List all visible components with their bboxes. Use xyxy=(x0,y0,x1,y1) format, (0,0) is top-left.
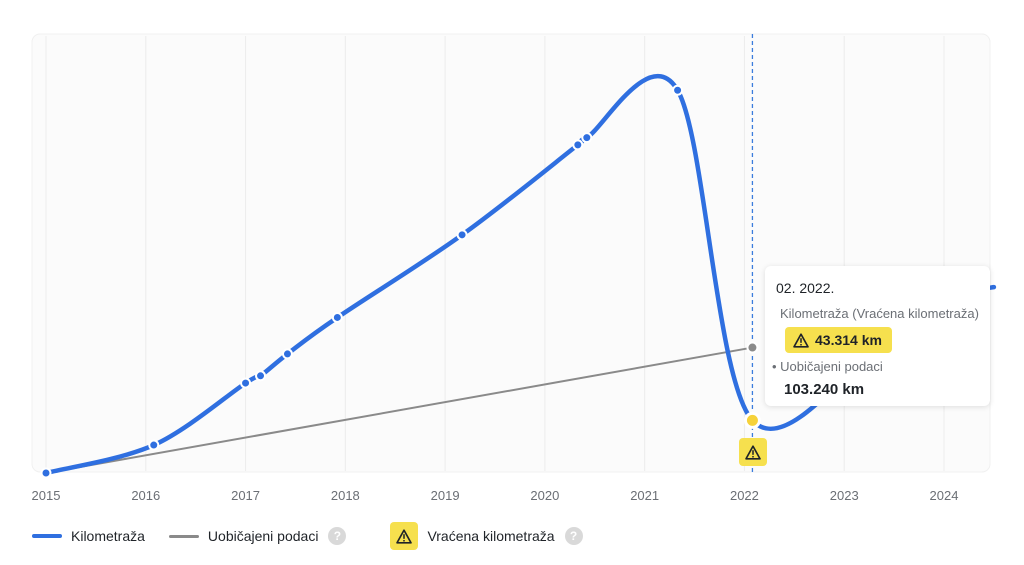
series-line-typical xyxy=(45,346,753,474)
rollback-highlight-point[interactable] xyxy=(743,411,761,429)
data-point[interactable] xyxy=(456,229,468,241)
legend-swatch-kilometraza xyxy=(32,534,62,538)
x-tick-label: 2015 xyxy=(32,488,61,503)
x-tick-label: 2023 xyxy=(830,488,859,503)
rollback-marker[interactable] xyxy=(739,438,767,466)
tooltip-date: 02. 2022. xyxy=(776,280,835,296)
x-axis-ticks: 2015 2016 2017 2018 2019 2020 2021 2022 2023 2024 xyxy=(32,488,959,503)
x-tick-label: 2018 xyxy=(331,488,360,503)
warning-icon xyxy=(745,444,761,460)
data-point[interactable] xyxy=(672,84,684,96)
legend-label-kilometraza: Kilometraža xyxy=(71,528,145,544)
legend-label-typical: Uobičajeni podaci xyxy=(207,528,319,544)
chart-legend: Kilometraža Uobičajeni podaci ? Vraćena … xyxy=(32,522,597,550)
tooltip-rollback-badge: 43.314 km xyxy=(785,327,892,353)
data-point[interactable] xyxy=(240,377,252,389)
legend-item-rollback[interactable]: Vraćena kilometraža ? xyxy=(360,522,583,550)
x-tick-label: 2021 xyxy=(630,488,659,503)
data-point[interactable] xyxy=(148,439,160,451)
x-tick-label: 2019 xyxy=(431,488,460,503)
data-point[interactable] xyxy=(255,370,267,382)
tooltip-series2-label: • Uobičajeni podaci xyxy=(772,359,883,374)
x-tick-label: 2016 xyxy=(131,488,160,503)
warning-icon xyxy=(793,332,809,348)
x-tick-label: 2024 xyxy=(930,488,959,503)
legend-swatch-typical xyxy=(168,534,199,538)
legend-item-typical[interactable]: Uobičajeni podaci ? xyxy=(159,527,347,545)
mileage-chart: 2015 2016 2017 2018 2019 2020 2021 2022 2023 2024 xyxy=(31,33,997,503)
plot-area xyxy=(31,33,991,473)
tooltip-series1-label: Kilometraža (Vraćena kilometraža) xyxy=(780,306,979,321)
x-tick-label: 2017 xyxy=(231,488,260,503)
x-tick-label: 2022 xyxy=(730,488,759,503)
help-icon[interactable]: ? xyxy=(328,527,347,545)
data-point[interactable] xyxy=(281,348,293,360)
legend-label-rollback: Vraćena kilometraža xyxy=(427,528,555,544)
x-tick-label: 2020 xyxy=(530,488,559,503)
data-point[interactable] xyxy=(331,311,343,323)
help-icon[interactable]: ? xyxy=(564,527,583,545)
legend-item-kilometraza[interactable]: Kilometraža xyxy=(32,528,145,544)
warning-icon xyxy=(396,528,413,544)
typical-highlight-point[interactable] xyxy=(746,341,759,354)
chart-tooltip: 02. 2022. Kilometraža (Vraćena kilometra… xyxy=(765,266,990,406)
tooltip-series2-value: 103.240 km xyxy=(784,381,865,398)
data-point[interactable] xyxy=(581,132,593,144)
data-point[interactable] xyxy=(572,139,584,151)
tooltip-series1-value: 43.314 km xyxy=(815,332,882,348)
legend-swatch-rollback xyxy=(390,522,419,550)
data-point[interactable] xyxy=(40,467,52,479)
